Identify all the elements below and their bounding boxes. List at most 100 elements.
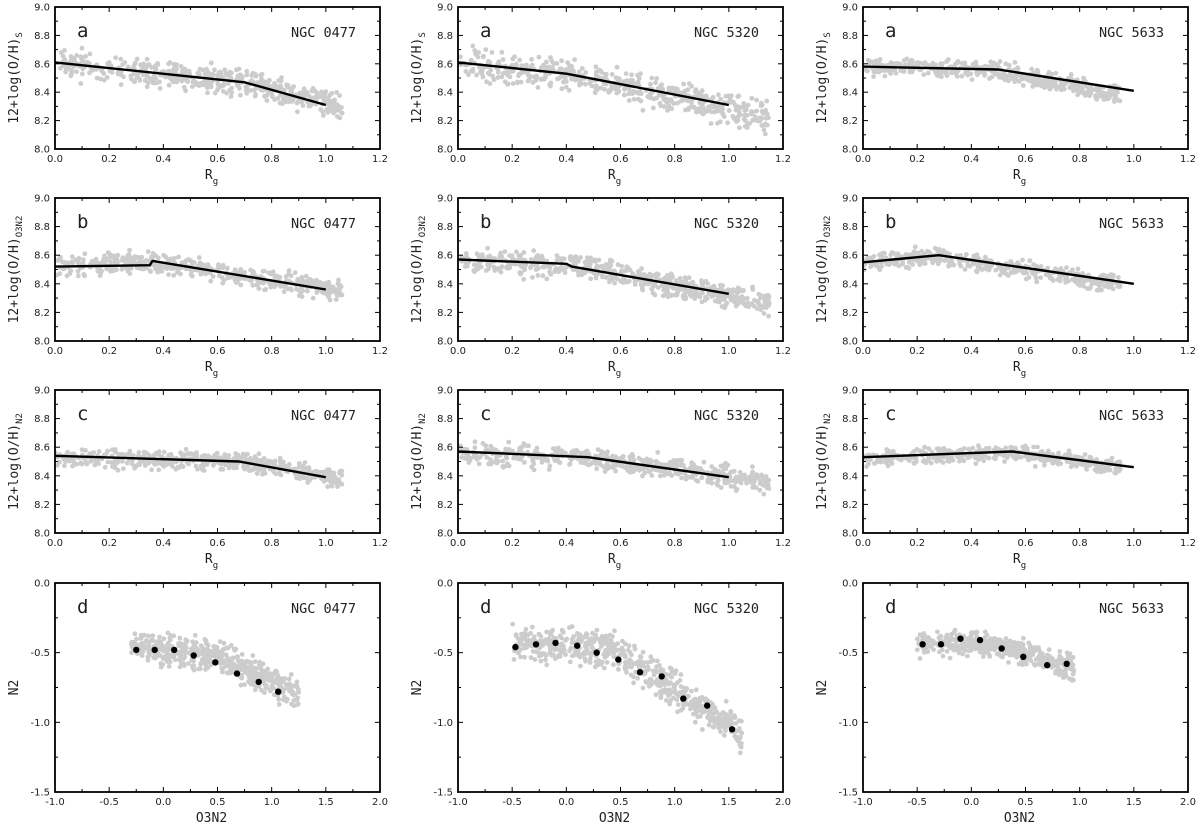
scatter-point xyxy=(912,449,917,454)
scatter-point xyxy=(308,95,313,101)
scatter-point xyxy=(659,82,664,88)
scatter-point xyxy=(80,260,86,266)
scatter-point xyxy=(107,68,113,74)
scatter-point xyxy=(1074,462,1080,467)
scatter-point xyxy=(1008,73,1014,79)
chart-panel-b-5633: 0.0 0.2 0.4 0.6 0.8 1.0 1.28.08.28.48.68.89.0b… xyxy=(815,194,1196,380)
scatter-point xyxy=(182,452,188,457)
scatter-point xyxy=(141,449,147,455)
scatter-point xyxy=(716,92,721,98)
y-tick-label: 8.8 xyxy=(34,222,50,233)
scatter-point xyxy=(202,453,208,458)
x-tick-label: 0.0 xyxy=(450,538,466,549)
chart-panel-c-5320: 0.0 0.2 0.4 0.6 0.8 1.0 1.28.08.28.48.68.89.0c… xyxy=(410,386,791,572)
scatter-point xyxy=(1053,82,1058,87)
scatter-point xyxy=(234,67,239,73)
scatter-point xyxy=(301,86,307,92)
scatter-point xyxy=(146,62,152,68)
x-tick-label: 1.0 xyxy=(1126,538,1142,549)
panel-letter: a xyxy=(77,20,88,42)
scatter-point xyxy=(479,67,485,73)
scatter-point xyxy=(280,459,286,465)
scatter-point xyxy=(884,447,890,452)
scatter-point xyxy=(919,449,925,455)
scatter-point xyxy=(463,251,469,256)
y-tick-label: 8.2 xyxy=(842,116,858,127)
scatter-point xyxy=(105,61,111,67)
y-axis-label-main: 12+log(O/H) xyxy=(815,424,830,510)
scatter-point xyxy=(1038,450,1043,455)
galaxy-label: NGC 5633 xyxy=(1099,25,1164,41)
scatter-point xyxy=(513,61,519,67)
y-tick-label: 8.0 xyxy=(437,145,453,156)
x-axis-label: Rg xyxy=(1013,360,1026,379)
scatter-point xyxy=(889,450,895,456)
scatter-point xyxy=(168,75,174,81)
scatter-point xyxy=(754,306,760,311)
y-tick-label: 8.0 xyxy=(437,337,453,348)
x-tick-label: 0.6 xyxy=(613,538,629,549)
fit-line xyxy=(54,454,327,479)
scatter-point xyxy=(756,291,762,297)
fit-line xyxy=(457,450,729,479)
scatter-point xyxy=(748,480,754,485)
panel-letter: a xyxy=(885,20,896,42)
scatter-point xyxy=(709,480,715,486)
scatter-point xyxy=(567,462,572,467)
scatter-point xyxy=(965,263,971,268)
scatter-point xyxy=(682,275,688,281)
scatter-point xyxy=(127,247,132,253)
scatter-point xyxy=(1112,95,1118,100)
scatter-point xyxy=(649,473,655,478)
scatter-point xyxy=(212,90,218,96)
scatter-point xyxy=(689,84,695,89)
scatter-point xyxy=(883,457,889,463)
scatter-point xyxy=(244,68,250,74)
scatter-point xyxy=(466,460,472,465)
scatter-point xyxy=(875,264,881,270)
chart-panel-b-0477: 0.0 0.2 0.4 0.6 0.8 1.0 1.28.08.28.48.68.89.0b… xyxy=(7,194,388,380)
scatter-point xyxy=(921,459,927,464)
scatter-point xyxy=(178,271,183,277)
scatter-point xyxy=(560,256,565,262)
scatter-point xyxy=(180,69,186,75)
scatter-point xyxy=(614,90,620,96)
y-tick-label: 8.6 xyxy=(437,443,453,454)
galaxy-label: NGC 5320 xyxy=(694,408,759,424)
scatter-point xyxy=(459,455,465,460)
scatter-point xyxy=(587,261,593,267)
scatter-point xyxy=(87,70,92,76)
scatter-point xyxy=(464,454,469,460)
x-tick-label: 0.8 xyxy=(667,346,683,357)
scatter-point xyxy=(57,271,63,277)
scatter-point xyxy=(613,468,618,474)
scatter-point xyxy=(205,69,211,75)
scatter-point xyxy=(518,252,524,258)
scatter-point xyxy=(166,82,172,88)
scatter-point xyxy=(186,257,191,262)
x-tick-label: 0.2 xyxy=(909,154,925,165)
scatter-point xyxy=(975,72,980,78)
scatter-point xyxy=(174,77,180,83)
scatter-point xyxy=(609,72,615,77)
scatter-point xyxy=(1113,465,1119,471)
scatter-point xyxy=(332,474,338,480)
scatter-point xyxy=(97,260,103,266)
scatter-point xyxy=(1035,68,1041,74)
x-axis-label: Rg xyxy=(205,360,218,379)
scatter-point xyxy=(76,255,82,261)
scatter-point xyxy=(743,107,749,113)
scatter-point xyxy=(137,76,142,82)
scatter-point xyxy=(254,282,259,288)
scatter-point xyxy=(152,462,158,467)
scatter-point xyxy=(208,278,214,284)
y-tick-label: 8.6 xyxy=(842,59,858,70)
scatter-point xyxy=(185,79,191,85)
scatter-point xyxy=(569,76,574,82)
scatter-point xyxy=(950,457,956,463)
scatter-point xyxy=(1050,451,1056,457)
x-axis-label-sub: g xyxy=(1021,369,1026,379)
scatter-point xyxy=(1072,87,1078,93)
scatter-point xyxy=(935,249,941,254)
scatter-point xyxy=(679,475,684,481)
